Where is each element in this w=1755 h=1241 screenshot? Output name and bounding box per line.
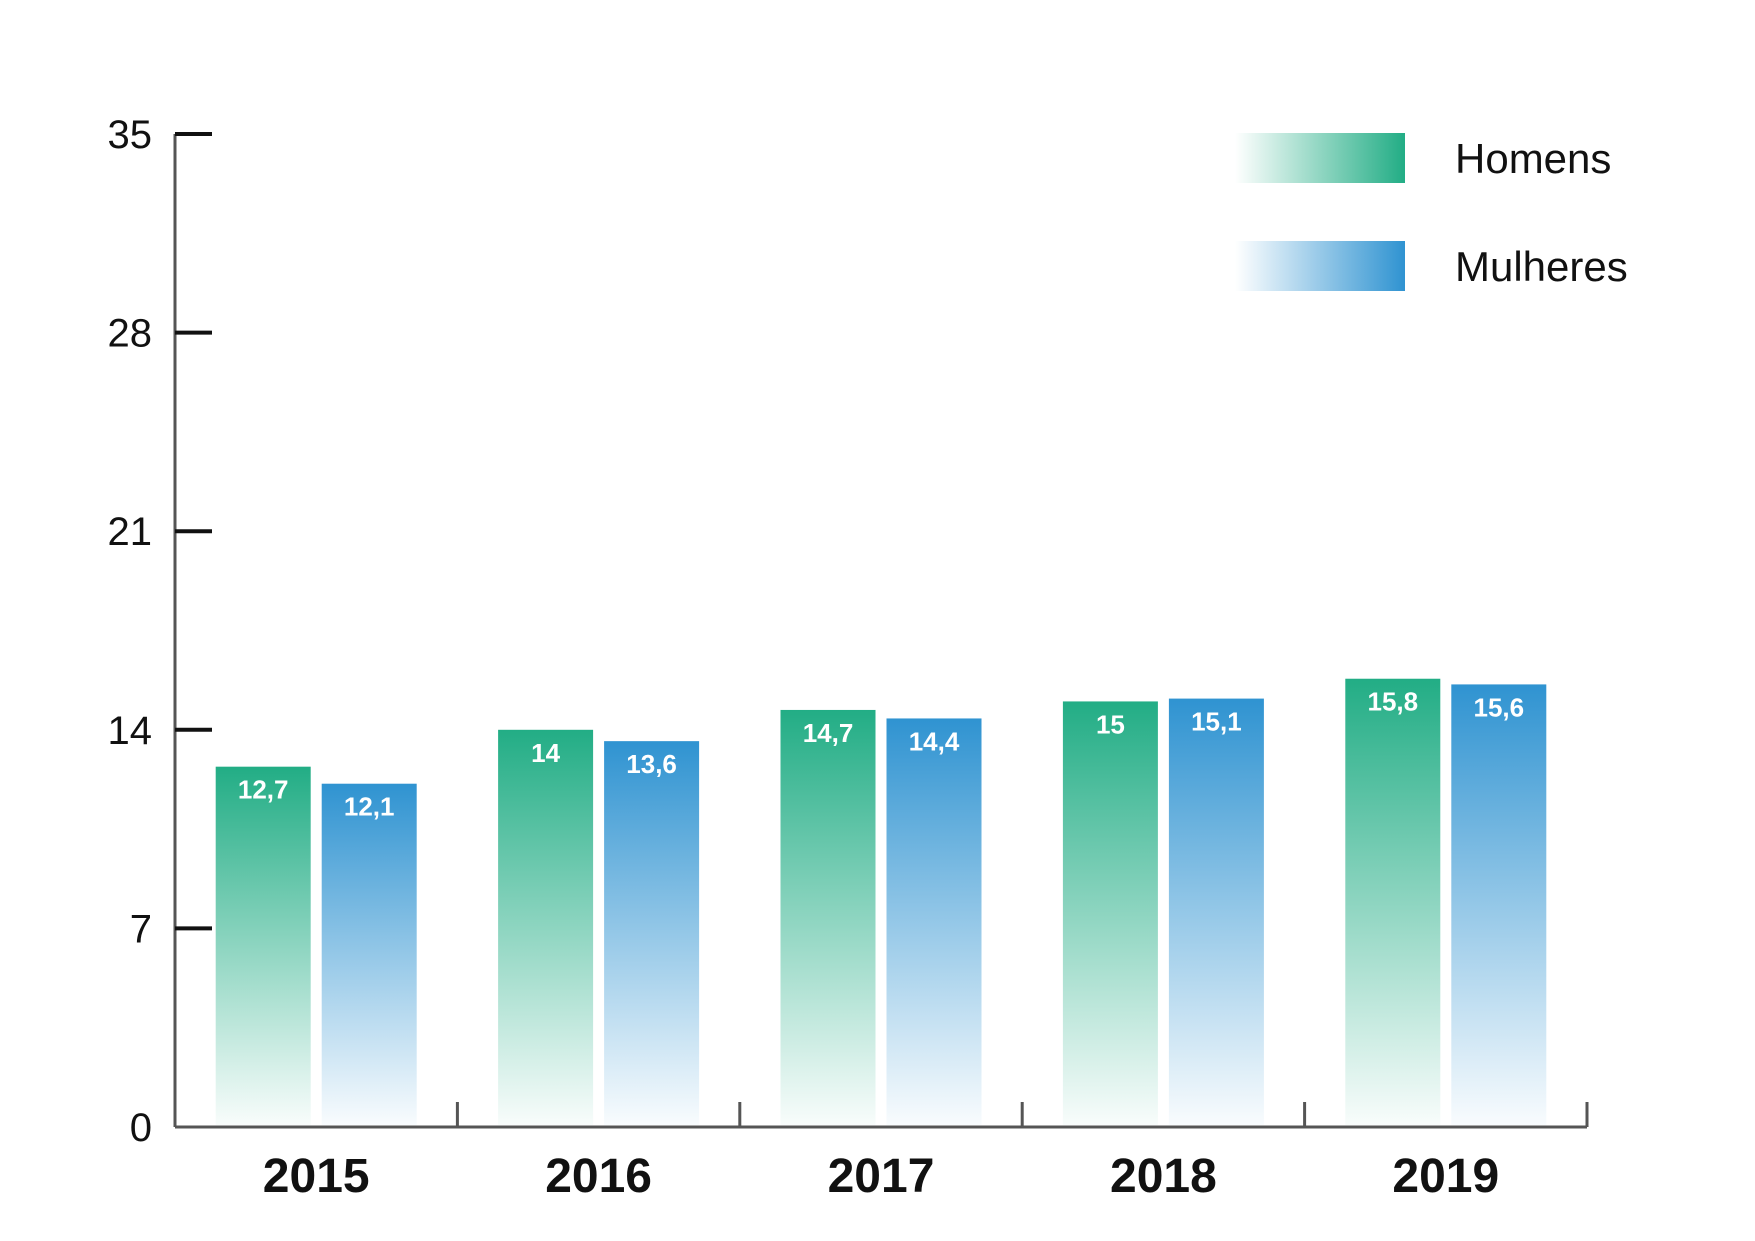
bar-mulheres-2019 [1451, 684, 1547, 1125]
bar-mulheres-2017 [886, 718, 982, 1125]
y-tick-label: 28 [108, 312, 153, 356]
bar-homens-2016 [498, 729, 594, 1125]
bar-value-label: 14,7 [803, 718, 854, 748]
axes: 0 7 14 21 28 35 2015 2016 2017 2018 2019 [108, 113, 1589, 1203]
x-tick-label: 2019 [1392, 1150, 1499, 1203]
bar-value-label: 15 [1096, 709, 1125, 739]
bar-mulheres-2018 [1168, 698, 1264, 1125]
legend-label-mulheres: Mulheres [1455, 243, 1628, 290]
y-tick-label: 0 [130, 1106, 152, 1150]
bar-homens-2018 [1062, 701, 1158, 1125]
legend-swatch-mulheres [1235, 241, 1405, 291]
bar-homens-2017 [780, 709, 876, 1125]
bar-value-label: 13,6 [626, 749, 677, 779]
x-tick-label: 2016 [545, 1150, 652, 1203]
bar-value-label: 15,1 [1191, 707, 1242, 737]
bar-value-label: 12,1 [344, 792, 395, 822]
bar-mulheres-2016 [604, 741, 700, 1125]
bar-value-label: 15,6 [1473, 692, 1524, 722]
legend-label-homens: Homens [1455, 135, 1611, 182]
y-tick-label: 35 [108, 113, 153, 157]
legend: Homens Mulheres [1235, 133, 1628, 291]
legend-swatch-homens [1235, 133, 1405, 183]
bar-homens-2019 [1345, 678, 1441, 1125]
bar-value-label: 14,4 [909, 726, 960, 756]
bar-homens-2015 [215, 766, 311, 1125]
y-tick-label: 14 [108, 709, 153, 753]
x-tick-label: 2017 [828, 1150, 935, 1203]
bar-mulheres-2015 [321, 783, 417, 1125]
y-tick-label: 7 [130, 907, 152, 951]
bar-value-label: 14 [531, 738, 560, 768]
y-tick-label: 21 [108, 510, 153, 554]
bar-value-label: 15,8 [1367, 687, 1418, 717]
bar-value-label: 12,7 [238, 775, 289, 805]
bars: 12,7 12,1 14 13,6 14,7 14,4 15 15,1 15,8 15,6 [215, 678, 1547, 1125]
x-tick-label: 2015 [263, 1150, 370, 1203]
x-tick-label: 2018 [1110, 1150, 1217, 1203]
